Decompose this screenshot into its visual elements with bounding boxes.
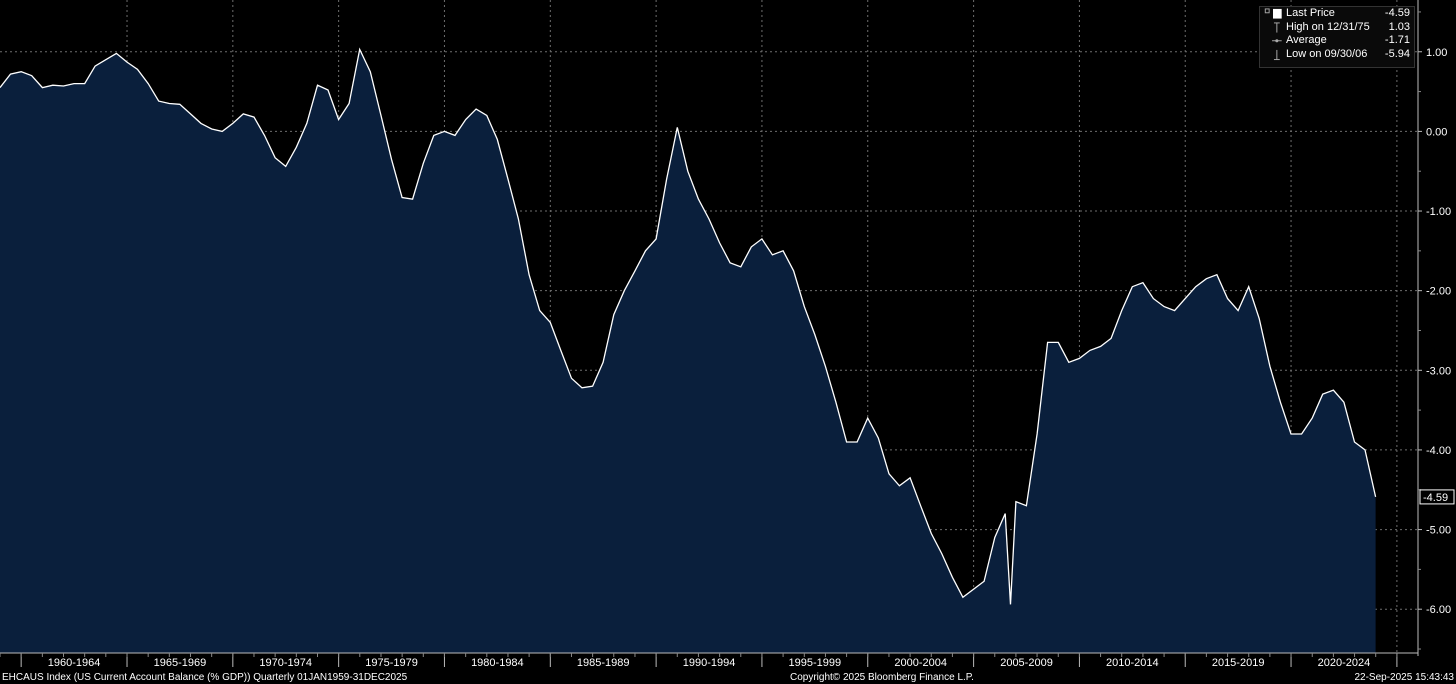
x-tick-label: 2000-2004	[894, 657, 947, 669]
legend-average-label: Average	[1286, 34, 1327, 46]
last-value-label: -4.59	[1423, 492, 1448, 504]
footer-timestamp: 22-Sep-2025 15:43:43	[1354, 672, 1454, 683]
x-tick-label: 2010-2014	[1106, 657, 1159, 669]
average-marker-icon	[1272, 39, 1282, 43]
x-tick-label: 2020-2024	[1318, 657, 1371, 669]
x-axis: 1960-1964 1965-1969 1970-1974 1975-1979 1980…	[0, 652, 1418, 669]
y-tick-label: -2.00	[1426, 286, 1451, 298]
legend-row-last-price: Last Price -4.59	[1260, 7, 1414, 21]
x-tick-label: 1990-1994	[683, 657, 736, 669]
y-tick-label: 0.00	[1426, 126, 1447, 138]
y-tick-label: 1.00	[1426, 47, 1447, 59]
y-tick-label: -1.00	[1426, 206, 1451, 218]
x-tick-label: 1980-1984	[471, 657, 524, 669]
legend-low-label: Low on 09/30/06	[1286, 47, 1368, 60]
legend-low-value: -5.94	[1384, 47, 1410, 60]
high-marker-icon	[1273, 21, 1280, 33]
series-line	[0, 47, 1377, 605]
legend: Last Price -4.59 High on 12/31/75 1.03 A…	[1259, 6, 1415, 68]
x-tick-label: 1960-1964	[48, 657, 101, 669]
legend-row-low: Low on 09/30/06 -5.94	[1260, 48, 1414, 62]
last-value-tag: -4.59	[1419, 489, 1455, 505]
x-tick-label: 1995-1999	[789, 657, 842, 669]
legend-average-value: -1.71	[1384, 34, 1410, 46]
legend-high-label: High on 12/31/75	[1286, 20, 1370, 33]
x-tick-label: 1975-1979	[365, 657, 418, 669]
legend-last-price-label: Last Price	[1286, 7, 1335, 19]
y-tick-label: -5.00	[1426, 525, 1451, 537]
series-area	[0, 49, 1376, 653]
x-tick-label: 2015-2019	[1212, 657, 1265, 669]
low-marker-icon	[1273, 49, 1280, 60]
x-tick-label: 1970-1974	[259, 657, 312, 669]
footer-copyright: Copyright© 2025 Bloomberg Finance L.P.	[790, 672, 974, 683]
y-tick-label: -3.00	[1426, 365, 1451, 377]
y-tick-label: -6.00	[1426, 604, 1451, 616]
y-axis: 1.00 0.00 -1.00 -2.00 -3.00 -4.00 -5.00 -6.00 -4…	[1417, 0, 1455, 656]
x-tick-label: 1985-1989	[577, 657, 630, 669]
y-tick-label: -4.00	[1426, 445, 1451, 457]
square-icon	[1264, 8, 1282, 19]
legend-high-value: 1.03	[1388, 20, 1410, 33]
footer-series-description: EHCAUS Index (US Current Account Balance…	[2, 672, 408, 683]
x-tick-label: 1965-1969	[154, 657, 207, 669]
legend-last-price-value: -4.59	[1384, 7, 1410, 19]
legend-row-high: High on 12/31/75 1.03	[1260, 21, 1414, 35]
legend-row-average: Average -1.71	[1260, 34, 1414, 48]
x-tick-label: 2005-2009	[1000, 657, 1053, 669]
footer-bar: EHCAUS Index (US Current Account Balance…	[0, 671, 1456, 684]
